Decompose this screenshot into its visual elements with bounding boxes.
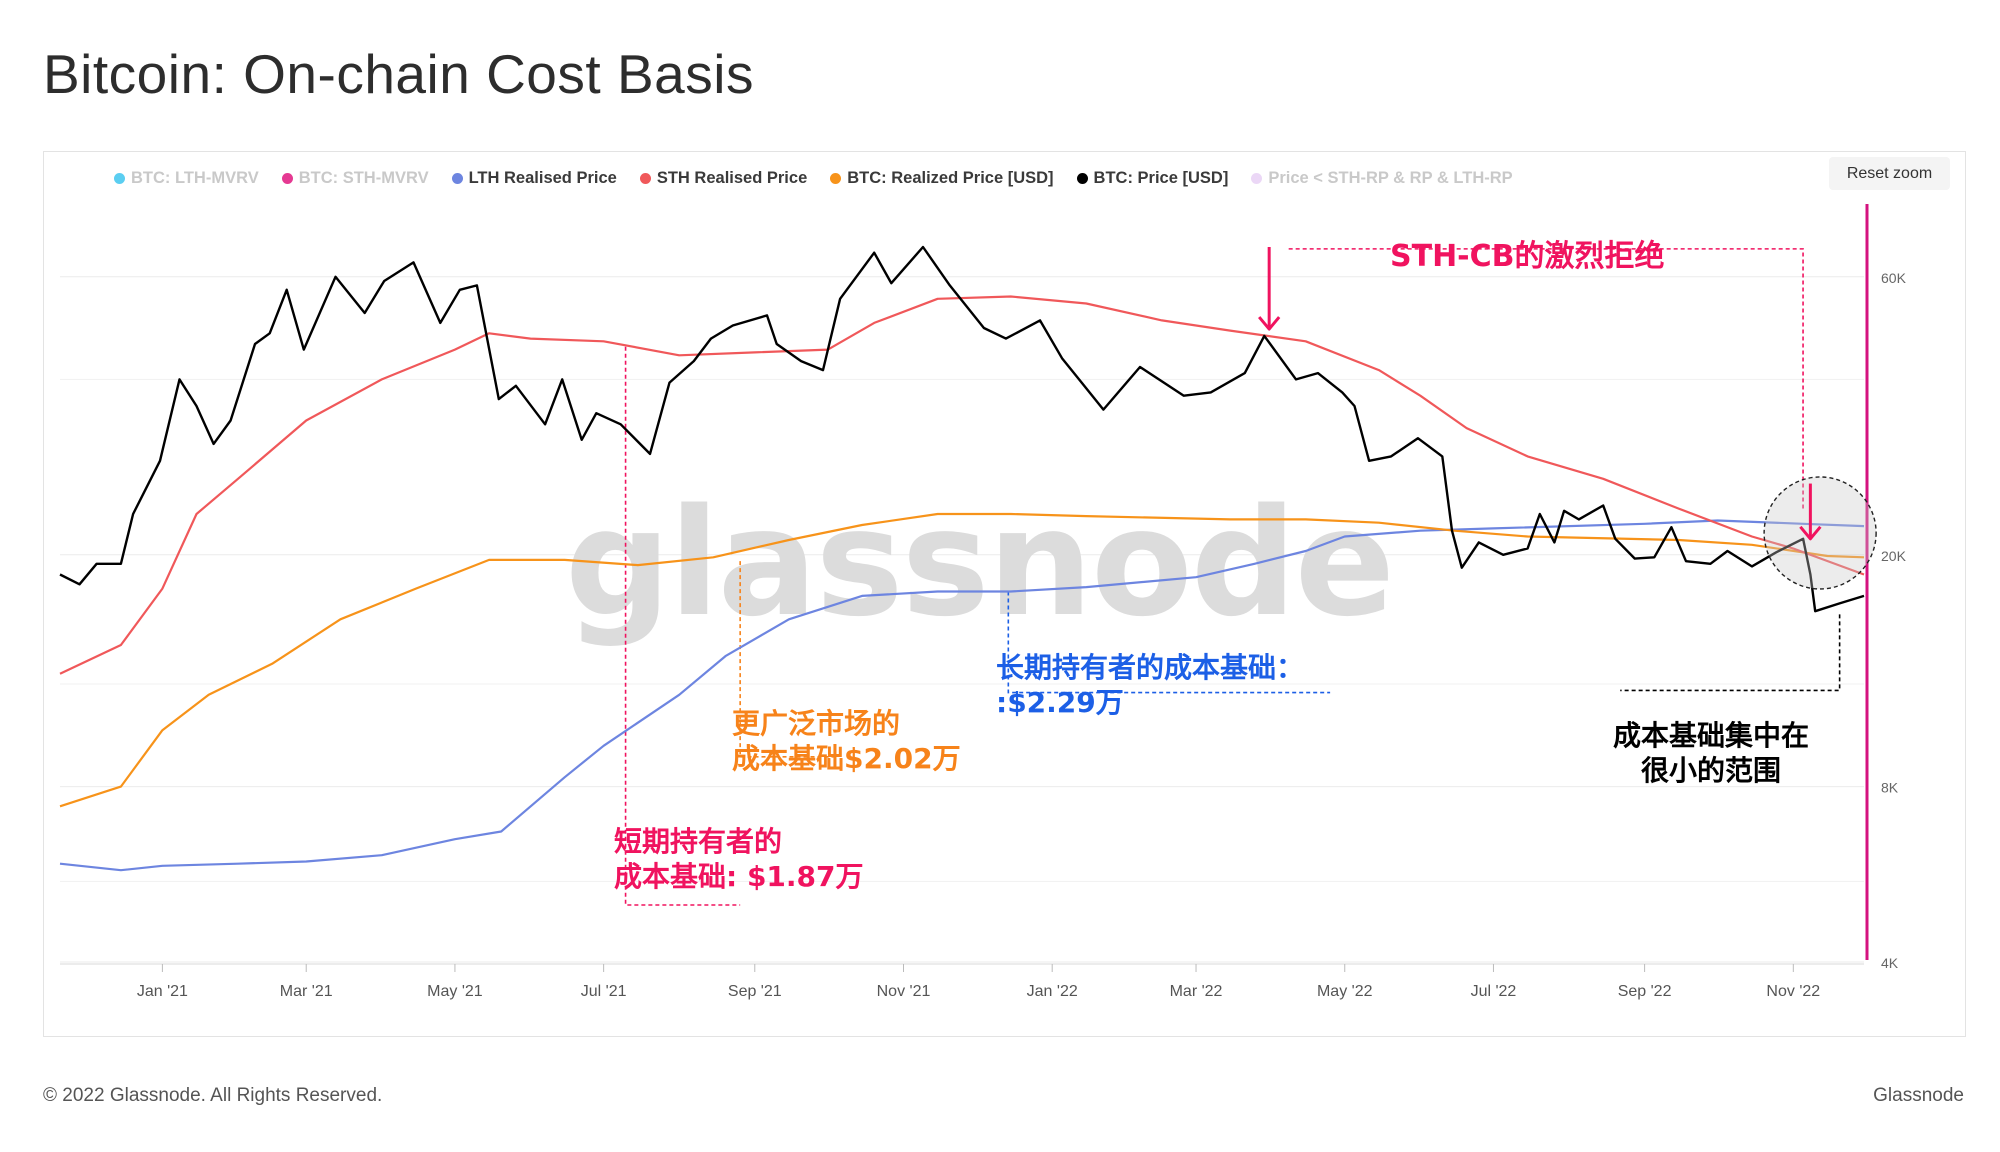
y-tick-label: 60K	[1881, 270, 1907, 286]
legend-marker-icon	[639, 172, 651, 184]
x-tick-label: May '21	[427, 983, 483, 1000]
annotation-dashed-lines	[624, 248, 1841, 906]
lth-annotation-line-1: 长期持有者的成本基础：	[996, 651, 1305, 684]
legend-marker-icon	[114, 172, 125, 184]
chart-extras	[1258, 204, 1877, 960]
grid-lines	[60, 276, 1864, 965]
x-tick-label: Mar '22	[1170, 983, 1223, 1000]
x-tick-label: Jul '21	[581, 983, 627, 1000]
legend-item[interactable]: BTC: STH-MVRV	[281, 166, 429, 190]
x-tick-label: Jan '21	[137, 983, 188, 1000]
legend-item[interactable]: BTC: Price [USD]	[1076, 166, 1229, 190]
reset-zoom-button[interactable]: Reset zoom	[1829, 157, 1950, 190]
x-tick-label: Nov '21	[877, 983, 931, 1000]
chart-svg[interactable]: glassnode Jan '21 Mar '21 May '21 Jul '21 Se…	[44, 152, 1965, 1036]
y-tick-label: 20K	[1881, 548, 1907, 564]
market-annotation-line-2: 成本基础$2.02万	[732, 742, 961, 775]
x-tick-label: Jul '22	[1471, 983, 1517, 1000]
y-tick-label: 4K	[1881, 955, 1899, 971]
series-lines	[59, 245, 1865, 872]
market-annotation-line-1: 更广泛市场的	[732, 707, 901, 740]
series-line	[59, 512, 1865, 808]
sth-rejection-dashed-line	[1288, 248, 1804, 511]
legend-label: BTC: STH-MVRV	[298, 168, 429, 187]
sth-cost-basis-annotation: 短期持有者的 成本基础: $1.87万	[614, 824, 864, 894]
y-tick-label: 8K	[1881, 780, 1899, 796]
x-tick-label: Jan '22	[1027, 983, 1078, 1000]
legend-label: BTC: LTH-MVRV	[131, 168, 259, 187]
concentration-line-2: 很小的范围	[1640, 754, 1781, 787]
legend-marker-icon	[830, 172, 842, 184]
chart-container: glassnode Jan '21 Mar '21 May '21 Jul '21 Se…	[43, 151, 1966, 1037]
sth-rejection-arrow-icon-head	[1258, 316, 1281, 331]
x-tick-label: May '22	[1317, 983, 1373, 1000]
legend-label: BTC: Price [USD]	[1093, 168, 1229, 187]
legend-item[interactable]: LTH Realised Price	[451, 166, 617, 190]
x-tick-label: Sep '21	[728, 983, 782, 1000]
legend-marker-icon	[451, 172, 463, 184]
x-tick-label: Sep '22	[1618, 983, 1672, 1000]
legend-item[interactable]: STH Realised Price	[639, 166, 808, 190]
legend: BTC: LTH-MVRV BTC: STH-MVRV LTH Realised P…	[114, 166, 1536, 190]
legend-label: BTC: Realized Price [USD]	[847, 168, 1054, 187]
legend-label: LTH Realised Price	[468, 168, 617, 187]
page-title: Bitcoin: On-chain Cost Basis	[43, 43, 754, 105]
legend-marker-icon	[1251, 172, 1263, 184]
legend-item[interactable]: Price < STH-RP & RP & LTH-RP	[1251, 166, 1513, 190]
x-axis: Jan '21 Mar '21 May '21 Jul '21 Sep '21 Nov '…	[137, 964, 1820, 1000]
footer-brand: Glassnode	[1873, 1085, 1964, 1106]
x-tick-label: Mar '21	[280, 983, 333, 1000]
series-line	[59, 245, 1865, 613]
legend-label: Price < STH-RP & RP & LTH-RP	[1268, 168, 1513, 187]
x-tick-label: Nov '22	[1766, 983, 1820, 1000]
sth-rejection-annotation: STH-CB的激烈拒绝	[1390, 239, 1665, 274]
sth-annotation-line-1: 短期持有者的	[614, 825, 783, 858]
lth-cost-basis-annotation: 长期持有者的成本基础： :$2.29万	[996, 650, 1304, 720]
concentration-dashed-line	[1620, 614, 1841, 692]
concentration-annotation: 成本基础集中在 很小的范围	[1598, 718, 1824, 788]
market-cost-dashed-line	[739, 561, 838, 758]
copyright: © 2022 Glassnode. All Rights Reserved.	[43, 1085, 383, 1106]
lth-cost-dashed-line	[1007, 591, 1331, 694]
sth-annotation-line-2: 成本基础: $1.87万	[614, 860, 864, 893]
legend-label: STH Realised Price	[656, 168, 808, 187]
y-axis: 60K 20K 8K 4K	[1881, 270, 1907, 971]
legend-marker-icon	[281, 172, 293, 184]
watermark: glassnode	[565, 477, 1393, 649]
lth-annotation-line-2: :$2.29万	[996, 686, 1124, 719]
legend-item[interactable]: BTC: LTH-MVRV	[114, 166, 259, 190]
concentration-arrow-icon-head	[1799, 525, 1822, 541]
market-cost-basis-annotation: 更广泛市场的 成本基础$2.02万	[732, 706, 961, 776]
legend-marker-icon	[1076, 172, 1088, 184]
legend-item[interactable]: BTC: Realized Price [USD]	[830, 166, 1054, 190]
concentration-line-1: 成本基础集中在	[1612, 719, 1809, 752]
series-line	[59, 519, 1865, 872]
highlight-circle	[1763, 476, 1877, 590]
series-line	[59, 295, 1865, 675]
